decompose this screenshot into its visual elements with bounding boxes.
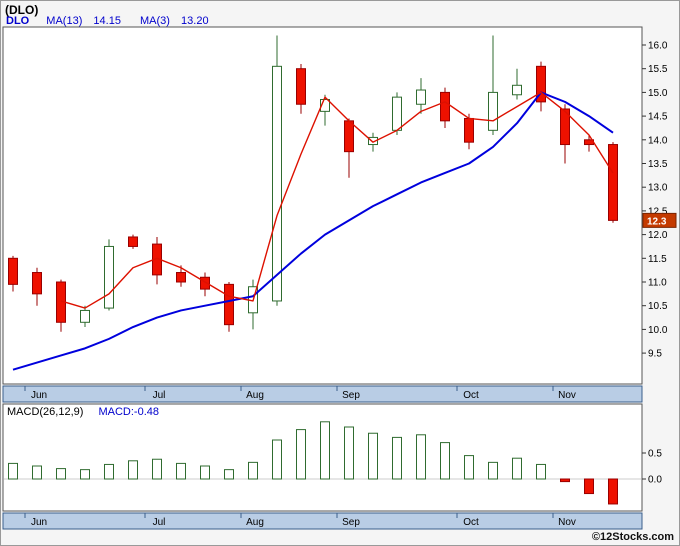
svg-text:Jul: Jul [153, 517, 166, 528]
price-panel [2, 26, 643, 385]
macd-params-label: MACD(26,12,9) [7, 406, 84, 418]
ma13-line [12, 91, 614, 371]
svg-text:0.5: 0.5 [648, 449, 662, 460]
svg-text:10.0: 10.0 [648, 325, 668, 336]
copyright-watermark: ©12Stocks.com [591, 531, 674, 543]
svg-text:Nov: Nov [558, 390, 576, 401]
legend-symbol: DLO [6, 15, 30, 27]
svg-text:Oct: Oct [463, 390, 479, 401]
svg-text:16.0: 16.0 [648, 41, 668, 52]
svg-text:12.5: 12.5 [648, 206, 668, 217]
month-axis: Jun Jul Aug Sep Oct Nov [2, 512, 643, 530]
legend-ma13-value: 14.15 [93, 15, 121, 27]
svg-text:14.0: 14.0 [648, 135, 668, 146]
macd-legend: MACD(26,12,9) MACD:-0.48 [7, 406, 159, 418]
svg-text:0.0: 0.0 [648, 475, 662, 486]
price-axis: 16.0 15.5 15.0 14.5 14.0 13.5 13.0 12.5 12.0 11.5… [642, 41, 668, 360]
svg-text:11.0: 11.0 [648, 278, 667, 289]
legend-ma3-label: MA(3) [140, 15, 170, 27]
macd-histogram [8, 421, 618, 505]
svg-text:Oct: Oct [463, 517, 479, 528]
svg-text:11.5: 11.5 [648, 254, 667, 265]
svg-text:Nov: Nov [558, 517, 576, 528]
last-price-tag: 12.3 [642, 212, 677, 228]
svg-text:13.5: 13.5 [648, 159, 668, 170]
month-axis: Jun Jul Aug Sep Oct Nov [2, 385, 643, 403]
svg-text:Aug: Aug [246, 390, 264, 401]
svg-text:Aug: Aug [246, 517, 264, 528]
legend-ma3-value: 13.20 [181, 15, 209, 27]
legend-ma13-label: MA(13) [46, 15, 83, 27]
svg-text:Jun: Jun [31, 517, 47, 528]
svg-text:Jul: Jul [153, 390, 166, 401]
main-chart-legend: DLO MA(13) 14.15 MA(3) 13.20 [6, 15, 225, 27]
svg-text:12.3: 12.3 [647, 216, 667, 227]
macd-value-label: MACD:-0.48 [98, 406, 160, 418]
svg-text:9.5: 9.5 [648, 349, 662, 360]
ticker-title: (DLO) [5, 3, 39, 17]
svg-text:14.5: 14.5 [648, 112, 668, 123]
ma3-line [60, 91, 614, 309]
svg-text:10.5: 10.5 [648, 301, 668, 312]
svg-text:15.0: 15.0 [648, 88, 668, 99]
svg-text:Jun: Jun [31, 390, 47, 401]
svg-text:15.5: 15.5 [648, 64, 668, 75]
svg-text:13.0: 13.0 [648, 183, 668, 194]
svg-text:Sep: Sep [342, 517, 360, 528]
svg-text:12.0: 12.0 [648, 230, 668, 241]
svg-text:Sep: Sep [342, 390, 360, 401]
